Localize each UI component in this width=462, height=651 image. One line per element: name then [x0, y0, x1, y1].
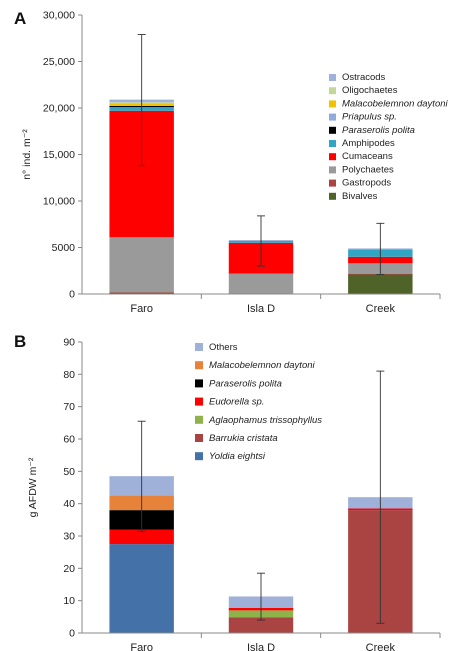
panel-a-y-tick-label: 15,000: [43, 149, 75, 161]
panel-b-y-tick-label: 80: [63, 369, 75, 381]
panel-b-category-label: Creek: [366, 642, 396, 651]
panel-a-legend-swatch: [329, 179, 336, 187]
panel-a-legend-swatch: [329, 74, 336, 81]
panel-a-legend-label: Oligochaetes: [342, 85, 398, 96]
panel-b-y-tick-label: 10: [63, 595, 75, 607]
panel-a-legend-label: Priapulus sp.: [342, 112, 397, 123]
panel-a-legend-label: Gastropods: [342, 178, 391, 189]
panel-a-y-tick-label: 20,000: [43, 103, 75, 115]
panel-b-legend-swatch: [195, 361, 203, 370]
panel-b-legend-label: Malacobelemnon daytoni: [209, 360, 316, 371]
panel-b-legend-label: Barrukia cristata: [209, 433, 278, 444]
panel-a-y-tick-label: 5000: [52, 242, 76, 254]
panel-a-category-label: Faro: [130, 303, 153, 315]
panel-a-y-tick-label: 0: [69, 289, 75, 301]
panel-b-letter: B: [14, 332, 26, 351]
panel-a-category-label: Isla D: [247, 303, 275, 315]
panel-a-category-label: Creek: [366, 303, 396, 315]
panel-b-bar-segment: [109, 544, 174, 633]
panel-b-legend-label: Aglaophamus trissophyllus: [208, 415, 322, 426]
panel-a-legend-label: Amphipodes: [342, 138, 395, 149]
panel-a-legend-swatch: [329, 192, 336, 200]
panel-b-y-tick-label: 60: [63, 434, 75, 446]
panel-b-legend: Others Malacobelemnon daytoni Paraserolis …: [195, 342, 322, 462]
panel-b-y-tick-label: 20: [63, 563, 75, 575]
panel-a-y-ticks: 0 5000 10,000 15,000 20,000 25,000 30,000: [43, 10, 82, 301]
panel-b-category-label: Isla D: [247, 642, 275, 651]
panel-a-legend-swatch: [329, 153, 336, 161]
panel-a-letter: A: [14, 9, 26, 28]
panel-a-legend: Ostracods Oligochaetes Malacobelemnon dayt…: [329, 72, 449, 202]
panel-b-legend-label: Eudorella sp.: [209, 397, 264, 408]
panel-a-bar-segment: [228, 273, 294, 294]
panel-b-error-bars: [137, 370, 385, 624]
panel-a-bar-segment: [109, 237, 174, 293]
panel-a-bar-segment: [348, 274, 413, 294]
panel-b-y-tick-label: 30: [63, 531, 75, 543]
panel-a-legend-label: Paraserolis polita: [342, 125, 415, 136]
panel-b-legend-swatch: [195, 434, 203, 442]
panel-a-bar-segment: [109, 292, 174, 294]
panel-b-legend-swatch: [195, 397, 203, 406]
panel-b-y-tick-label: 0: [69, 628, 75, 640]
panel-b-bar-segment: [109, 529, 174, 545]
panel-a-legend-swatch: [329, 100, 336, 108]
panel-b-legend-label: Paraserolis polita: [209, 378, 282, 389]
panel-a-legend-swatch: [329, 140, 336, 147]
panel-b-legend-swatch: [195, 452, 203, 461]
panel-b-y-tick-label: 70: [63, 401, 75, 413]
panel-b-category-label: Faro: [130, 642, 153, 651]
panel-a-bar-segment: [109, 292, 174, 293]
panel-a-legend-label: Malacobelemnon daytoni: [342, 98, 449, 109]
panel-b-legend-swatch: [195, 415, 203, 424]
panel-b-y-axis-label: g AFDW m⁻²: [27, 457, 39, 517]
panel-b-y-tick-label: 90: [63, 337, 75, 349]
panel-b-categories: Faro Isla D Creek: [130, 642, 395, 651]
panel-a-legend-label: Bivalves: [342, 191, 378, 202]
panel-b-y-tick-label: 50: [63, 466, 75, 478]
panel-b-legend-swatch: [195, 379, 203, 388]
panel-a-legend-label: Cumaceans: [342, 151, 393, 162]
panel-a-legend-label: Polychaetes: [342, 164, 394, 175]
panel-b: B g AFDW m⁻² 0 10 20 30 40 50 60 70 80 90 Faro Isl…: [14, 332, 441, 651]
panel-b-legend-swatch: [195, 343, 203, 351]
panel-a-legend-swatch: [329, 113, 336, 121]
panel-a-error-bars: [137, 34, 385, 275]
panel-a: A n° ind. m⁻² 0 5000 10,000 15,000 20,000 25,…: [14, 9, 449, 315]
panel-a-categories: Faro Isla D Creek: [130, 303, 395, 315]
panel-b-legend-label: Others: [209, 342, 238, 353]
panel-b-legend-label: Yoldia eightsi: [209, 451, 266, 462]
panel-a-y-axis-label: n° ind. m⁻²: [21, 129, 33, 180]
panel-b-y-ticks: 0 10 20 30 40 50 60 70 80 90: [63, 337, 82, 640]
panel-b-axes: [81, 342, 441, 638]
panel-a-axes: [81, 15, 441, 299]
panel-b-y-tick-label: 40: [63, 498, 75, 510]
panel-a-legend-swatch: [329, 166, 336, 174]
panel-b-bar-segment: [228, 617, 294, 633]
panel-a-y-tick-label: 25,000: [43, 56, 75, 68]
panel-a-legend-swatch: [329, 87, 336, 95]
panel-a-y-tick-label: 30,000: [43, 10, 75, 22]
panel-a-legend-label: Ostracods: [342, 72, 386, 83]
panel-a-legend-swatch: [329, 126, 336, 134]
panel-a-y-tick-label: 10,000: [43, 196, 75, 208]
